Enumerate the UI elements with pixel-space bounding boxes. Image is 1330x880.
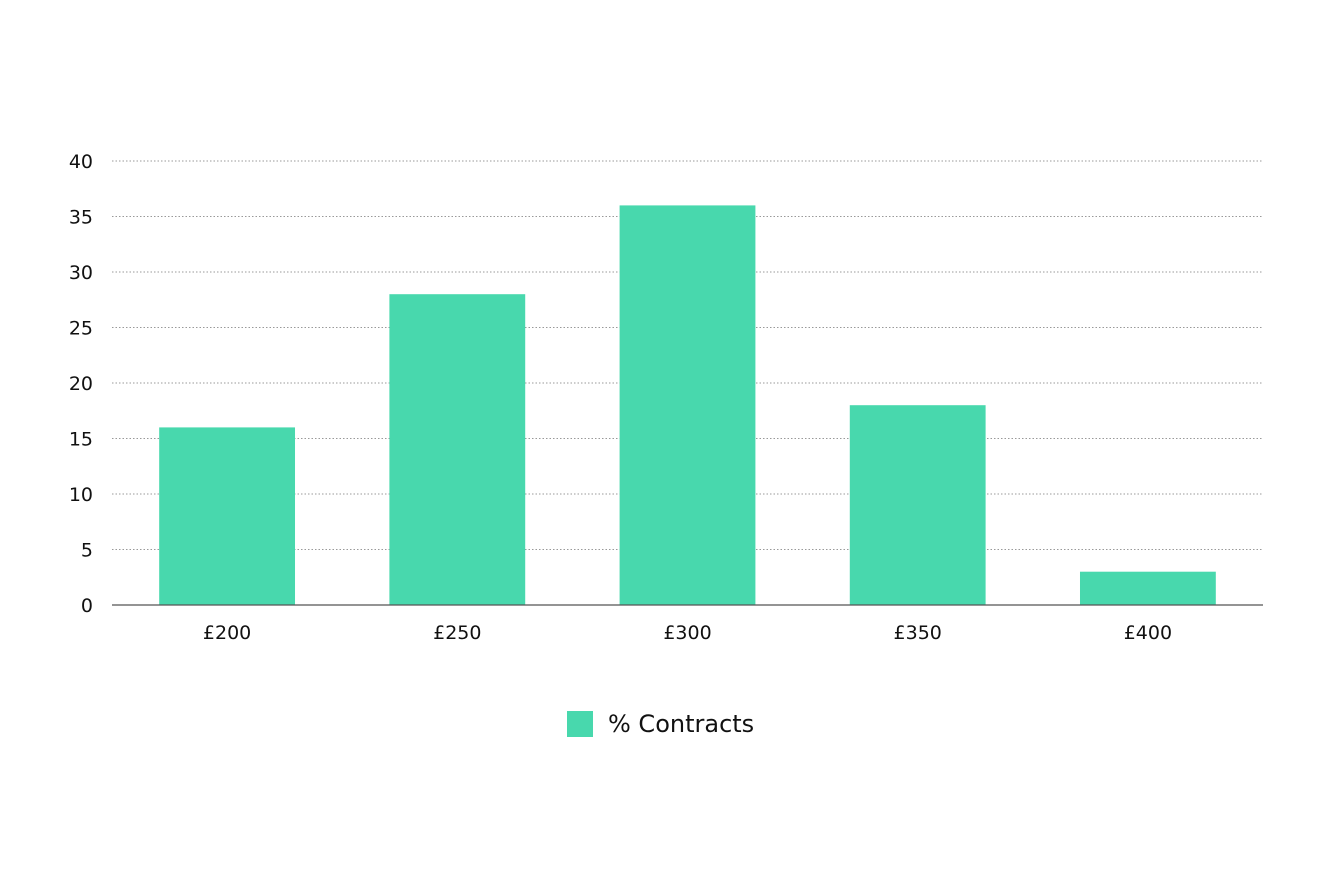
- y-tick-label: 35: [69, 207, 93, 229]
- y-tick-label: 0: [81, 595, 93, 617]
- y-tick-label: 20: [69, 373, 93, 395]
- x-tick-label: £350: [894, 622, 942, 644]
- y-tick-label: 40: [69, 151, 93, 173]
- bar: [159, 427, 296, 605]
- legend-swatch: [567, 711, 593, 737]
- x-tick-label: £400: [1124, 622, 1172, 644]
- y-tick-label: 15: [69, 429, 93, 451]
- x-axis-ticks: £200 £250 £300 £350 £400: [203, 622, 1172, 644]
- bar: [389, 294, 526, 605]
- legend: % Contracts: [567, 710, 754, 738]
- bars: [159, 205, 1216, 605]
- bar: [849, 405, 986, 605]
- y-tick-label: 30: [69, 262, 93, 284]
- x-tick-label: £200: [203, 622, 251, 644]
- y-tick-label: 25: [69, 318, 93, 340]
- y-tick-label: 5: [81, 540, 93, 562]
- x-tick-label: £250: [433, 622, 481, 644]
- bar: [619, 205, 756, 605]
- bar: [1079, 571, 1216, 605]
- legend-label: % Contracts: [608, 710, 755, 738]
- y-axis-ticks: 0 5 10 15 20 25 30 35 40: [69, 151, 93, 617]
- y-tick-label: 10: [69, 484, 93, 506]
- x-tick-label: £300: [663, 622, 711, 644]
